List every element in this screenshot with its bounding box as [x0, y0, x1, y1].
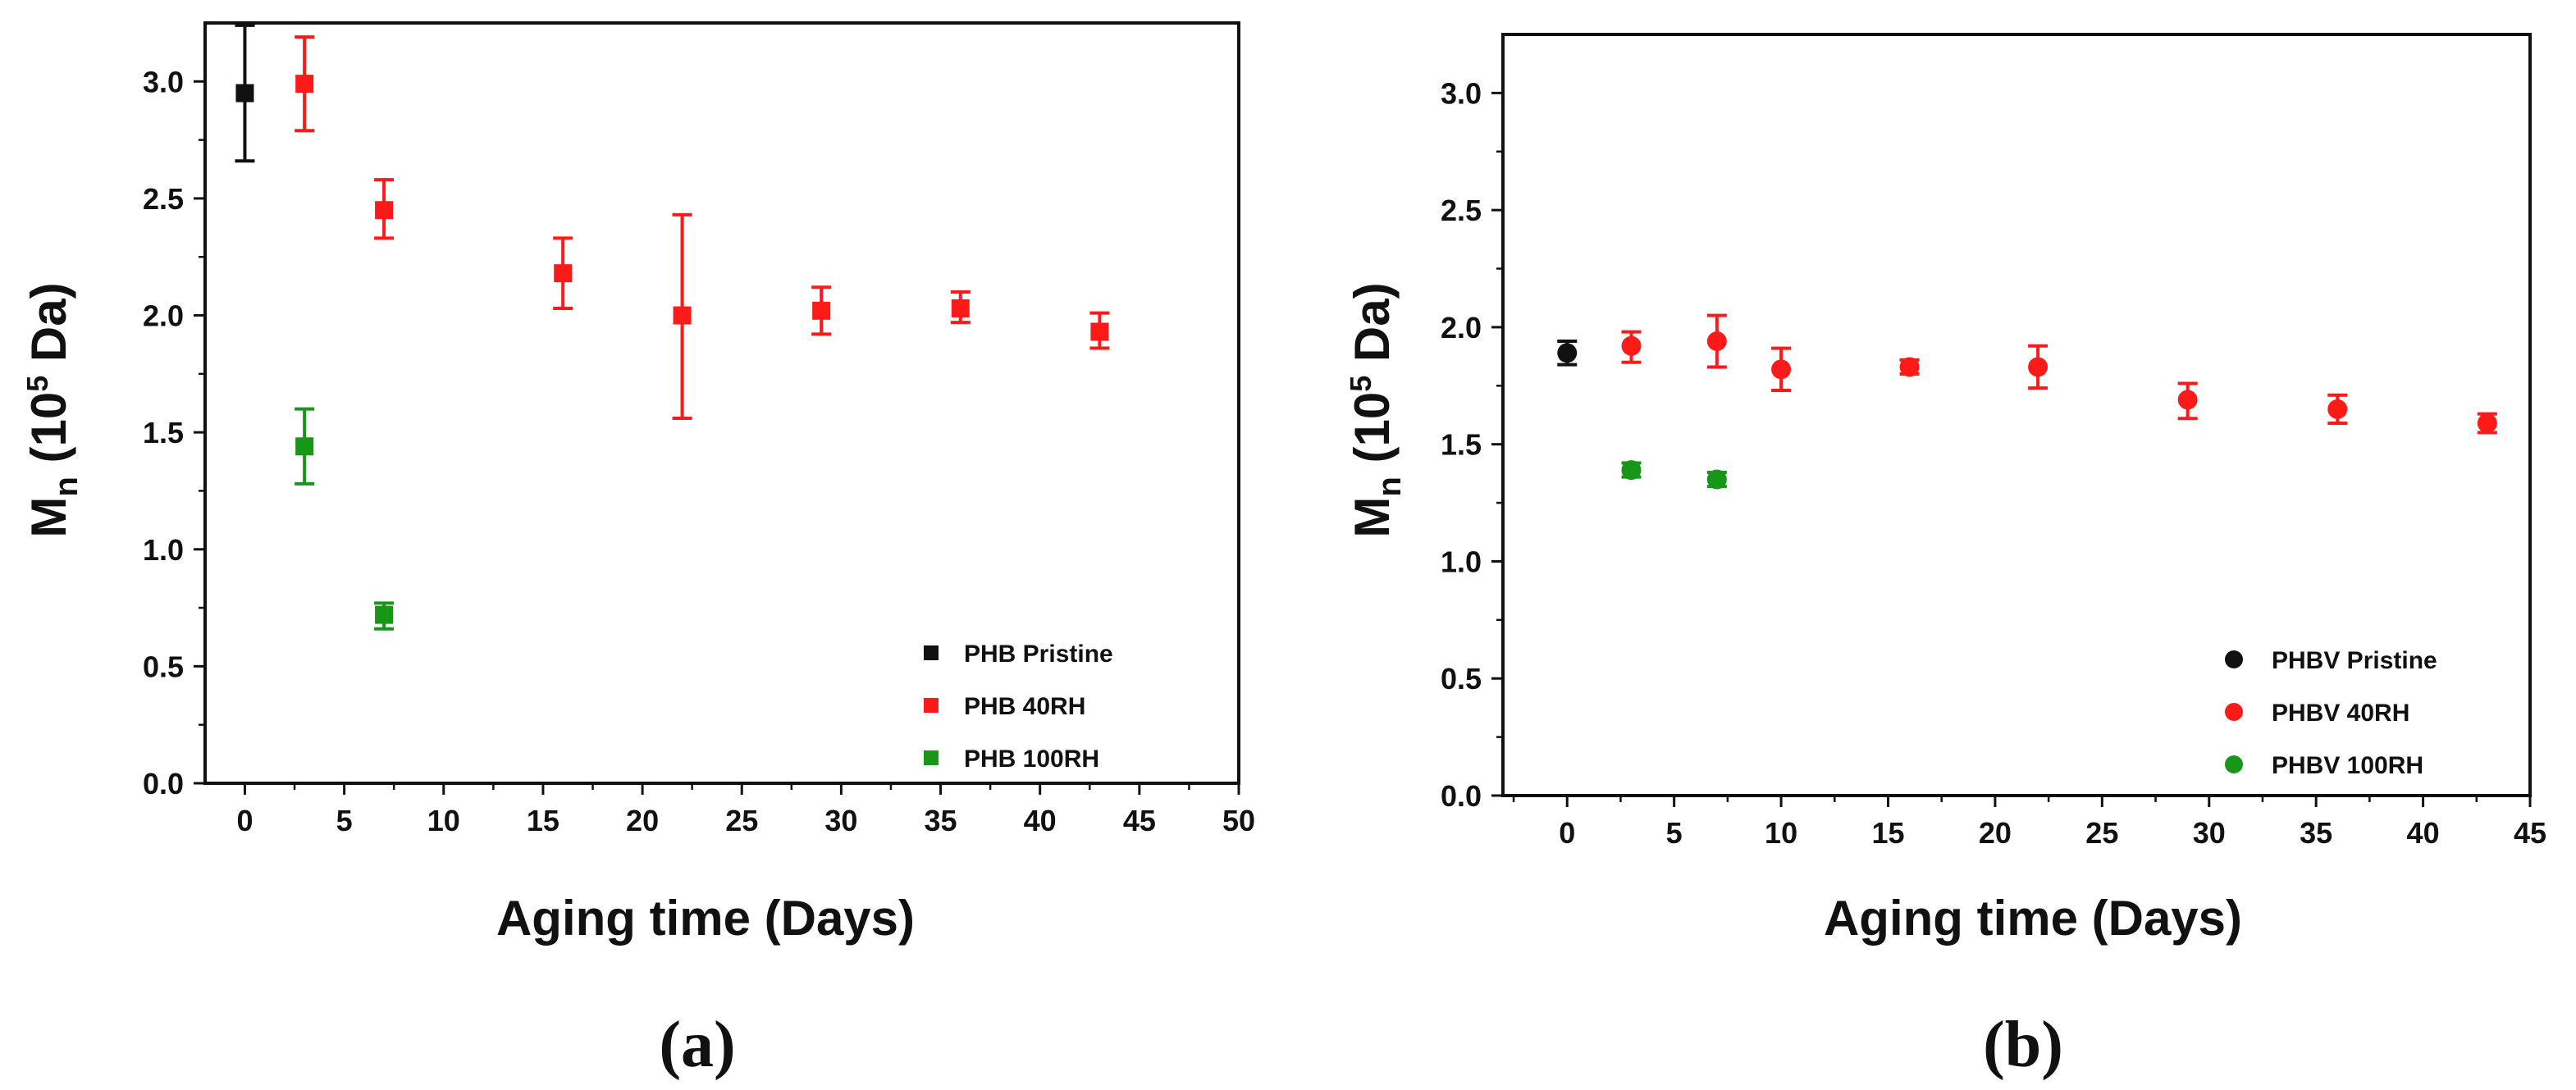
chart1-x-tick-label: 15: [1871, 816, 1904, 850]
chart0-data-point-phb-40rh: [1090, 322, 1109, 341]
chart0-data-point-phb-40rh: [951, 299, 970, 317]
chart0-legend-label: PHB 100RH: [964, 746, 1099, 773]
chart1-data-point-phbv-40rh: [2177, 390, 2198, 410]
chart0-x-tick-label: 35: [925, 804, 957, 837]
chart0-legend-label: PHB Pristine: [964, 641, 1113, 668]
chart1-legend-label: PHBV 100RH: [2272, 752, 2423, 779]
chart0-x-tick-label: 0: [236, 804, 253, 837]
chart0-data-point-phb-40rh: [295, 75, 314, 93]
chart0-data-point-phb-40rh: [812, 301, 831, 320]
chart0-y-tick-label: 1.5: [143, 416, 184, 449]
chart0-x-tick-label: 30: [824, 804, 857, 837]
chart0-data-point-phb-40rh: [375, 201, 394, 220]
chart0-x-tick-label: 40: [1024, 804, 1057, 837]
chart1-plot-frame: [1501, 33, 2532, 797]
chart1-x-tick-label: 0: [1559, 816, 1575, 850]
chart1-data-point-phbv-40rh: [2028, 357, 2048, 377]
chart0-x-tick-label: 50: [1222, 804, 1255, 837]
chart1-x-tick-label: 45: [2514, 816, 2546, 850]
chart1-data-point-phbv-40rh: [1771, 359, 1792, 380]
chart1-y-axis-title: Mn (105 Da): [1344, 282, 1408, 537]
chart1-legend-marker: [2225, 755, 2243, 773]
chart1-data-point-phbv-40rh: [1706, 331, 1727, 352]
chart0-legend-marker: [924, 750, 939, 765]
chart0-y-tick-label: 2.0: [143, 299, 184, 333]
chart0-panel-label: (a): [659, 1009, 735, 1081]
chart1-y-tick-label: 0.5: [1441, 662, 1482, 696]
chart1-panel-label: (b): [1983, 1009, 2063, 1081]
chart1-data-point-phbv-40rh: [1621, 335, 1642, 356]
chart1-y-tick-label: 2.5: [1441, 194, 1482, 227]
chart1-data-point-phbv-40rh: [1899, 357, 1920, 377]
chart0-x-tick-label: 45: [1123, 804, 1156, 837]
chart0-x-tick-label: 15: [527, 804, 560, 837]
chart0-legend-label: PHB 40RH: [964, 693, 1085, 720]
chart0-data-point-phb-100rh: [295, 437, 314, 456]
chart1-legend-marker: [2225, 650, 2243, 668]
panel-b-chart: 0 5 10 15 20 25 30 35 40 45 0.0 0.5 1.0 1.5 2.0 2.5 3.0 A…: [1344, 33, 2546, 1081]
chart1-legend-label: PHBV 40RH: [2272, 700, 2409, 727]
chart0-data-point-phb-pristine: [235, 84, 254, 103]
chart0-y-tick-label: 2.5: [143, 182, 184, 216]
chart1-x-axis-title: Aging time (Days): [1824, 891, 2242, 946]
chart0-data-point-phb-40rh: [673, 306, 692, 325]
chart0-x-tick-label: 10: [427, 804, 460, 837]
chart1-y-tick-label: 1.0: [1441, 545, 1482, 578]
chart0-y-tick-label: 1.0: [143, 533, 184, 567]
chart1-y-tick-label: 0.0: [1441, 779, 1482, 813]
chart1-x-tick-label: 30: [2193, 816, 2226, 850]
chart0-legend-marker: [924, 698, 939, 713]
chart1-x-tick-label: 5: [1666, 816, 1683, 850]
chart1-x-tick-label: 25: [2085, 816, 2118, 850]
chart0-x-tick-label: 25: [725, 804, 758, 837]
panel-a-chart: 0 5 10 15 20 25 30 35 40 45 50 0.0 0.5 1.0 1.5 2.0 2.5 3.…: [21, 21, 1255, 1081]
chart0-data-point-phb-40rh: [554, 264, 573, 283]
chart1-x-tick-label: 10: [1765, 816, 1797, 850]
chart0-y-axis-title: Mn (105 Da): [21, 282, 84, 537]
chart0-y-tick-label: 0.5: [143, 650, 184, 683]
chart1-y-tick-label: 1.5: [1441, 428, 1482, 462]
chart1-x-tick-label: 40: [2407, 816, 2440, 850]
chart1-data-point-phbv-40rh: [2477, 413, 2497, 433]
chart1-y-tick-label: 2.0: [1441, 311, 1482, 344]
chart1-data-point-phbv-100rh: [1706, 469, 1727, 490]
chart1-x-tick-label: 35: [2300, 816, 2332, 850]
chart0-y-tick-label: 3.0: [143, 65, 184, 98]
chart1-legend-marker: [2225, 703, 2243, 721]
chart0-x-axis-title: Aging time (Days): [496, 891, 915, 946]
chart1-data-point-phbv-100rh: [1621, 460, 1642, 481]
chart0-legend-marker: [924, 645, 939, 660]
chart1-data-point-phbv-40rh: [2327, 399, 2348, 419]
chart0-x-tick-label: 20: [626, 804, 659, 837]
chart1-data-point-phbv-pristine: [1557, 343, 1578, 363]
chart0-data-point-phb-100rh: [375, 605, 394, 624]
chart1-x-tick-label: 20: [1979, 816, 2012, 850]
chart0-x-tick-label: 5: [336, 804, 353, 837]
chart1-y-tick-label: 3.0: [1441, 76, 1482, 110]
chart0-plot-frame: [203, 21, 1240, 785]
chart0-y-tick-label: 0.0: [143, 767, 184, 800]
chart1-legend-label: PHBV Pristine: [2272, 647, 2437, 674]
